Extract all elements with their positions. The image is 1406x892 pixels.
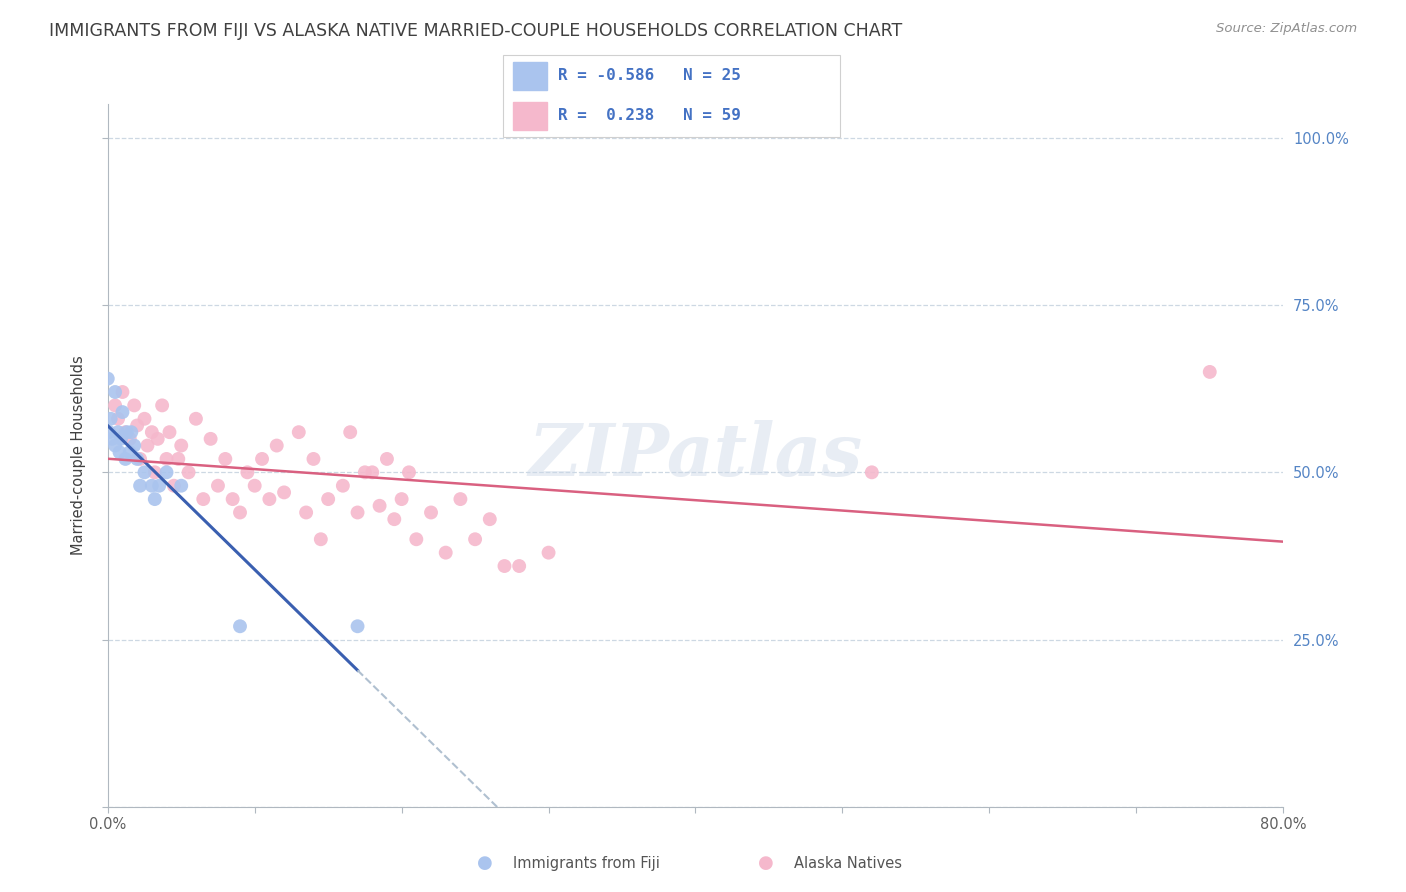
Point xyxy=(420,506,443,520)
Point xyxy=(129,452,152,467)
Point xyxy=(302,452,325,467)
Point xyxy=(382,512,405,526)
Point xyxy=(100,411,122,425)
Point xyxy=(184,411,207,425)
Point xyxy=(120,425,142,439)
Point xyxy=(134,466,156,480)
Point xyxy=(134,411,156,425)
Bar xyxy=(513,62,547,90)
Point xyxy=(236,466,259,480)
Point xyxy=(309,533,332,547)
Point xyxy=(107,425,129,439)
Point xyxy=(398,466,420,480)
Point xyxy=(118,445,141,459)
Point xyxy=(361,466,384,480)
Point xyxy=(508,559,530,574)
Point xyxy=(118,432,141,446)
Point xyxy=(288,425,311,439)
Point xyxy=(339,425,361,439)
Point xyxy=(332,479,354,493)
Point xyxy=(167,452,190,467)
Point xyxy=(101,432,124,446)
Point xyxy=(1198,365,1220,379)
Point xyxy=(148,479,170,493)
FancyBboxPatch shape xyxy=(502,55,841,136)
Point xyxy=(391,492,413,507)
Point xyxy=(141,479,163,493)
Point xyxy=(200,432,222,446)
Point xyxy=(111,405,134,419)
Point xyxy=(136,438,159,452)
Point xyxy=(214,452,236,467)
Point xyxy=(478,512,501,526)
Point xyxy=(207,479,229,493)
Point xyxy=(243,479,266,493)
Point xyxy=(127,452,149,467)
Point xyxy=(107,411,129,425)
Point xyxy=(159,425,181,439)
Point xyxy=(193,492,215,507)
Point xyxy=(229,506,252,520)
Point xyxy=(108,445,131,459)
Point xyxy=(111,384,134,399)
Point xyxy=(375,452,398,467)
Point xyxy=(170,438,193,452)
Point xyxy=(537,546,560,560)
Text: ●: ● xyxy=(758,855,775,872)
Point xyxy=(155,452,177,467)
Point xyxy=(177,466,200,480)
Point xyxy=(155,466,177,480)
Point xyxy=(110,432,132,446)
Point xyxy=(127,418,149,433)
Point xyxy=(368,499,391,513)
Point xyxy=(273,485,295,500)
Point xyxy=(122,438,145,452)
Point xyxy=(143,492,166,507)
Point xyxy=(114,425,136,439)
Text: R =  0.238   N = 59: R = 0.238 N = 59 xyxy=(558,108,741,123)
Point xyxy=(494,559,516,574)
Point xyxy=(316,492,339,507)
Point xyxy=(150,398,173,412)
Point xyxy=(104,438,127,452)
Point xyxy=(229,619,252,633)
Point xyxy=(295,506,318,520)
Text: ZIPatlas: ZIPatlas xyxy=(529,420,862,491)
Point xyxy=(122,398,145,412)
Y-axis label: Married-couple Households: Married-couple Households xyxy=(72,356,86,556)
Point xyxy=(163,479,186,493)
Point xyxy=(250,452,273,467)
Text: IMMIGRANTS FROM FIJI VS ALASKA NATIVE MARRIED-COUPLE HOUSEHOLDS CORRELATION CHAR: IMMIGRANTS FROM FIJI VS ALASKA NATIVE MA… xyxy=(49,22,903,40)
Point xyxy=(354,466,377,480)
Point xyxy=(259,492,281,507)
Text: Source: ZipAtlas.com: Source: ZipAtlas.com xyxy=(1216,22,1357,36)
Text: Alaska Natives: Alaska Natives xyxy=(794,856,903,871)
Text: Immigrants from Fiji: Immigrants from Fiji xyxy=(513,856,659,871)
Point xyxy=(97,371,120,385)
Point xyxy=(346,506,368,520)
Point xyxy=(104,398,127,412)
Text: ●: ● xyxy=(477,855,494,872)
Point xyxy=(266,438,288,452)
Point xyxy=(434,546,457,560)
Text: R = -0.586   N = 25: R = -0.586 N = 25 xyxy=(558,69,741,84)
Point xyxy=(114,452,136,467)
Point xyxy=(860,466,883,480)
Bar xyxy=(513,102,547,130)
Point xyxy=(143,466,166,480)
Point xyxy=(129,479,152,493)
Point xyxy=(449,492,471,507)
Point xyxy=(405,533,427,547)
Point xyxy=(141,425,163,439)
Point xyxy=(98,425,121,439)
Point xyxy=(170,479,193,493)
Point xyxy=(221,492,243,507)
Point xyxy=(464,533,486,547)
Point xyxy=(146,432,169,446)
Point xyxy=(115,425,138,439)
Point xyxy=(104,384,127,399)
Point xyxy=(346,619,368,633)
